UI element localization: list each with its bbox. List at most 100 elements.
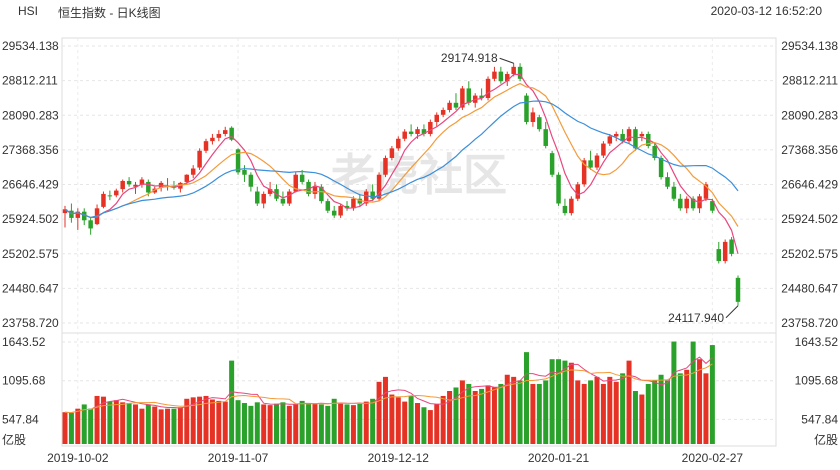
volume-bar xyxy=(357,403,363,444)
volume-bar xyxy=(75,408,81,444)
date-tick: 2020-02-27 xyxy=(682,451,744,465)
volume-bar xyxy=(517,380,523,444)
volume-bar xyxy=(68,412,74,444)
candle-body xyxy=(543,129,548,146)
price-tick-left: 24480.647 xyxy=(2,281,59,295)
volume-bar xyxy=(549,359,555,444)
volume-bar xyxy=(440,395,446,444)
volume-bar xyxy=(370,398,376,444)
volume-bar xyxy=(139,408,145,444)
volume-ma5-line xyxy=(64,356,713,414)
candle-body xyxy=(107,195,113,197)
volume-bar xyxy=(344,404,350,444)
volume-bar xyxy=(485,385,491,444)
volume-bar xyxy=(511,376,517,444)
volume-unit-right: 亿股 xyxy=(814,432,838,447)
candle-body xyxy=(293,174,298,192)
candle-body xyxy=(146,181,151,193)
volume-tick-right: 1643.52 xyxy=(795,335,839,349)
volume-bar xyxy=(235,400,241,444)
candle-body xyxy=(203,141,209,151)
candle-body xyxy=(440,109,446,115)
candle-body xyxy=(396,138,401,149)
volume-bar xyxy=(350,405,356,444)
volume-bar xyxy=(229,360,235,444)
candle-body xyxy=(639,133,645,137)
volume-tick-left: 547.84 xyxy=(2,412,39,426)
price-tick-left: 25202.575 xyxy=(2,247,59,261)
plot-frame xyxy=(61,37,777,447)
candle-body xyxy=(665,177,670,187)
volume-bar xyxy=(241,403,247,444)
volume-bar xyxy=(626,360,632,444)
volume-bar xyxy=(607,376,613,444)
candle-body xyxy=(222,130,228,134)
candle-body xyxy=(370,191,375,199)
volume-bar xyxy=(588,380,594,444)
volume-bar xyxy=(248,405,254,444)
volume-bar xyxy=(312,403,318,444)
volume-bar xyxy=(523,352,529,444)
candle-body xyxy=(75,211,81,218)
volume-bar xyxy=(709,345,715,444)
high-annotation-label: 29174.918 xyxy=(441,51,498,65)
candle-body xyxy=(517,66,523,79)
candle-body xyxy=(331,210,337,216)
volume-bar xyxy=(280,402,286,444)
price-tick-right: 23758.720 xyxy=(781,316,838,330)
chart-title: 恒生指数 - 日K线图 xyxy=(58,6,161,20)
candle-body xyxy=(556,174,561,204)
volume-bar xyxy=(145,404,151,444)
volume-tick-right: 1095.68 xyxy=(795,374,839,388)
candle-body xyxy=(383,157,388,175)
volume-bar xyxy=(530,383,536,444)
candle-body xyxy=(364,191,369,204)
volume-tick-left: 1095.68 xyxy=(2,374,46,388)
volume-bar xyxy=(107,401,113,444)
volume-ma10-line xyxy=(64,363,713,414)
volume-bar xyxy=(536,383,542,444)
candle-body xyxy=(120,180,125,190)
candle-body xyxy=(62,209,68,214)
volume-bar xyxy=(363,401,369,444)
candle-body xyxy=(190,168,196,175)
volume-bar xyxy=(427,410,433,444)
candle-body xyxy=(415,129,420,134)
volume-bar xyxy=(261,404,267,444)
candle-body xyxy=(601,143,606,156)
candle-body xyxy=(325,201,331,211)
candle-body xyxy=(485,78,491,98)
volume-bar xyxy=(421,407,427,444)
candle-body xyxy=(524,95,529,122)
volume-bar xyxy=(594,376,600,444)
candle-body xyxy=(255,191,260,204)
price-tick-left: 26646.429 xyxy=(2,178,59,192)
candle-body xyxy=(184,174,190,182)
volume-bar xyxy=(453,387,459,444)
price-tick-left: 29534.138 xyxy=(2,39,59,53)
timestamp-label: 2020-03-12 16:52:20 xyxy=(710,4,822,18)
candle-body xyxy=(710,201,715,211)
volume-bar xyxy=(171,408,177,444)
ma20-line xyxy=(64,100,739,219)
volume-bar xyxy=(299,400,305,444)
price-tick-right: 25924.502 xyxy=(781,212,838,226)
price-tick-right: 27368.356 xyxy=(781,143,838,157)
volume-bar xyxy=(504,374,510,444)
price-tick-right: 28090.283 xyxy=(781,108,838,122)
candle-body xyxy=(235,149,241,173)
candle-body xyxy=(594,155,600,168)
candle-body xyxy=(613,133,619,137)
candle-body xyxy=(126,180,132,185)
volume-bar xyxy=(671,341,677,444)
candle-body xyxy=(351,198,356,209)
low-annotation-label: 24117.940 xyxy=(668,311,724,325)
candle-body xyxy=(280,198,286,204)
volume-bar xyxy=(395,397,401,444)
volume-bar xyxy=(306,403,312,444)
volume-bar xyxy=(556,359,562,444)
candle-body xyxy=(530,112,536,122)
volume-bar xyxy=(325,405,331,444)
candle-body xyxy=(505,74,510,82)
price-tick-left: 28090.283 xyxy=(2,108,59,122)
